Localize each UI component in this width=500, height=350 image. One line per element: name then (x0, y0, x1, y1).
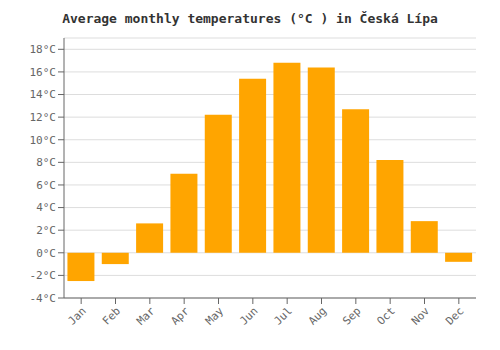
svg-text:Feb: Feb (100, 304, 123, 327)
svg-text:Aug: Aug (306, 304, 329, 327)
svg-text:0°C: 0°C (36, 247, 56, 260)
svg-text:16°C: 16°C (30, 66, 57, 79)
svg-text:Mar: Mar (134, 304, 158, 328)
svg-text:6°C: 6°C (36, 179, 56, 192)
svg-text:Oct: Oct (375, 304, 398, 327)
svg-text:Sep: Sep (340, 304, 363, 327)
svg-text:-2°C: -2°C (30, 269, 57, 282)
svg-text:Dec: Dec (443, 304, 466, 327)
svg-text:May: May (203, 304, 227, 328)
svg-text:-4°C: -4°C (30, 292, 57, 305)
html-text:Average monthly temperatures (: Average monthly temperatures (°C ) in Če… (62, 11, 438, 26)
svg-text:14°C: 14°C (30, 88, 57, 101)
svg-text:Jul: Jul (272, 304, 295, 327)
svg-text:12°C: 12°C (30, 111, 57, 124)
svg-text:18°C: 18°C (30, 43, 57, 56)
svg-text:10°C: 10°C (30, 134, 57, 147)
svg-text:8°C: 8°C (36, 156, 56, 169)
svg-text:Jun: Jun (237, 304, 260, 327)
svg-text:4°C: 4°C (36, 201, 56, 214)
svg-text:Apr: Apr (169, 304, 193, 328)
svg-text:Jan: Jan (66, 304, 89, 327)
svg-text:2°C: 2°C (36, 224, 56, 237)
svg-text:Nov: Nov (409, 304, 433, 328)
